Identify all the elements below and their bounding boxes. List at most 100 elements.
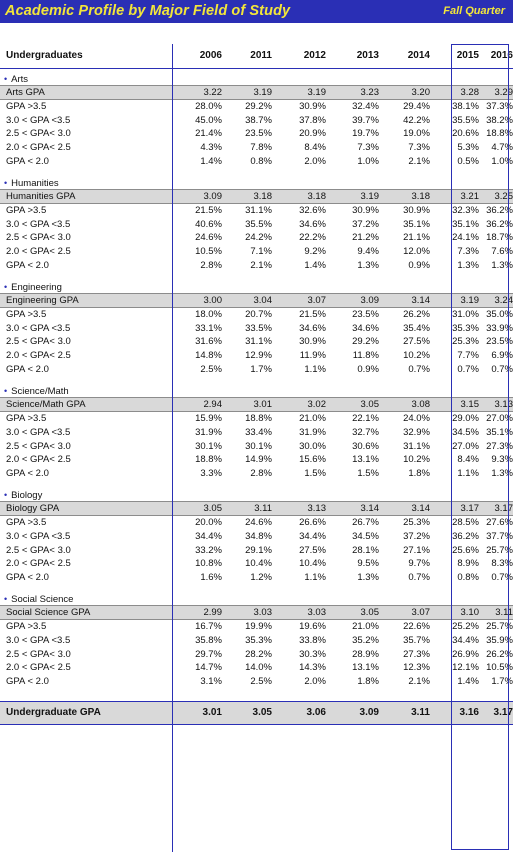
- cell-2006: 3.00: [158, 292, 222, 309]
- cell-2011: 7.8%: [250, 141, 272, 153]
- cell-2015: 0.8%: [457, 571, 479, 583]
- cell-2014: 0.7%: [408, 571, 430, 583]
- table-row: 2.0 < GPA< 2.5 14.7% 14.0% 14.3% 13.1% 12.3% 1…: [0, 661, 513, 675]
- row-label: 3.0 < GPA <3.5: [6, 322, 71, 334]
- cell-2011: 2.1%: [250, 259, 272, 271]
- cell-2016: 25.7%: [486, 544, 513, 556]
- section-title: • Engineering: [0, 277, 513, 293]
- cell-2011: 14.9%: [245, 454, 272, 466]
- cell-2013: 1.3%: [357, 259, 379, 271]
- table-row: 2.0 < GPA< 2.5 4.3% 7.8% 8.4% 7.3% 7.3% 5.3% 4.…: [0, 141, 513, 155]
- cell-2016: 35.9%: [486, 635, 513, 647]
- table-row: 2.5 < GPA< 3.0 31.6% 31.1% 30.9% 29.2% 27.5% 2…: [0, 335, 513, 349]
- row-label: GPA >3.5: [6, 101, 47, 113]
- cell-2011: 12.9%: [245, 350, 272, 362]
- cell-2006: 16.7%: [195, 621, 222, 633]
- cell-2013: 39.7%: [352, 114, 379, 126]
- cell-2011: 24.2%: [245, 232, 272, 244]
- cell-2012: 2.0%: [304, 155, 326, 167]
- cell-2013: 13.1%: [352, 662, 379, 674]
- page-title: Academic Profile by Major Field of Study: [5, 3, 291, 19]
- cell-2012: 34.6%: [299, 322, 326, 334]
- cell-2016: 3.17: [479, 500, 513, 517]
- cell-2006: 14.8%: [195, 350, 222, 362]
- cell-2006: 31.9%: [195, 426, 222, 438]
- table-row: GPA < 2.0 3.1% 2.5% 2.0% 1.8% 2.1% 1.4% 1.7%: [0, 675, 513, 689]
- table-body: Undergraduates 2006 2011 2012 2013 2014 …: [0, 44, 513, 726]
- table-row: GPA >3.5 16.7% 19.9% 19.6% 21.0% 22.6% 25.2% 25…: [0, 620, 513, 634]
- cell-2014: 19.0%: [403, 128, 430, 140]
- cell-2015: 1.1%: [457, 467, 479, 479]
- cell-2011: 33.5%: [245, 322, 272, 334]
- total-cell-2012: 3.06: [272, 701, 326, 726]
- cell-2006: 31.6%: [195, 336, 222, 348]
- cell-2014: 32.9%: [403, 426, 430, 438]
- cell-2014: 35.1%: [403, 218, 430, 230]
- cell-2014: 37.2%: [403, 530, 430, 542]
- cell-2014: 35.4%: [403, 322, 430, 334]
- cell-2006: 14.7%: [195, 662, 222, 674]
- table-row: GPA < 2.0 2.8% 2.1% 1.4% 1.3% 0.9% 1.3% 1.3%: [0, 259, 513, 273]
- cell-2016: 27.6%: [486, 517, 513, 529]
- cell-2006: 24.6%: [195, 232, 222, 244]
- cell-2013: 29.2%: [352, 336, 379, 348]
- cell-2011: 35.5%: [245, 218, 272, 230]
- cell-2015: 25.2%: [452, 621, 479, 633]
- cell-2014: 22.6%: [403, 621, 430, 633]
- cell-2006: 30.1%: [195, 440, 222, 452]
- cell-2011: 3.03: [222, 604, 272, 621]
- gpa-summary-row: Biology GPA 3.05 3.11 3.13 3.14 3.14 3.17 3.17: [0, 500, 513, 517]
- cell-2013: 1.3%: [357, 571, 379, 583]
- cell-2011: 14.0%: [245, 662, 272, 674]
- row-label: Arts GPA: [0, 84, 158, 101]
- cell-2012: 14.3%: [299, 662, 326, 674]
- cell-2006: 34.4%: [195, 530, 222, 542]
- cell-2013: 28.9%: [352, 648, 379, 660]
- cell-2012: 34.6%: [299, 218, 326, 230]
- cell-2015: 24.1%: [452, 232, 479, 244]
- cell-2016: 37.7%: [486, 530, 513, 542]
- cell-2006: 21.5%: [195, 205, 222, 217]
- cell-2014: 25.3%: [403, 517, 430, 529]
- header-row: Undergraduates 2006 2011 2012 2013 2014 …: [0, 44, 513, 69]
- section-title: • Biology: [0, 485, 513, 501]
- cell-2006: 29.7%: [195, 648, 222, 660]
- bullet-icon: •: [4, 282, 8, 293]
- cell-2014: 12.3%: [403, 662, 430, 674]
- table-row: 3.0 < GPA <3.5 31.9% 33.4% 31.9% 32.7% 32.9% 3…: [0, 426, 513, 440]
- cell-2011: 19.9%: [245, 621, 272, 633]
- cell-2006: 3.1%: [200, 675, 222, 687]
- cell-2016: 27.0%: [486, 413, 513, 425]
- year-header-2015: 2015: [430, 44, 479, 69]
- cell-2013: 22.1%: [352, 413, 379, 425]
- cell-2011: 2.5%: [250, 675, 272, 687]
- cell-2013: 19.7%: [352, 128, 379, 140]
- cell-2006: 28.0%: [195, 101, 222, 113]
- cell-2012: 30.9%: [299, 101, 326, 113]
- table-row: 2.5 < GPA< 3.0 33.2% 29.1% 27.5% 28.1% 27.1% 2…: [0, 544, 513, 558]
- cell-2015: 3.19: [430, 292, 479, 309]
- row-label: 2.5 < GPA< 3.0: [6, 232, 71, 244]
- cell-2006: 35.8%: [195, 635, 222, 647]
- cell-2013: 1.8%: [357, 675, 379, 687]
- table-row: 2.5 < GPA< 3.0 24.6% 24.2% 22.2% 21.2% 21.1% 2…: [0, 231, 513, 245]
- total-cell-2014: 3.11: [379, 701, 430, 726]
- cell-2006: 20.0%: [195, 517, 222, 529]
- cell-2014: 27.3%: [403, 648, 430, 660]
- cell-2012: 3.18: [272, 188, 326, 205]
- cell-2006: 18.0%: [195, 309, 222, 321]
- bullet-icon: •: [4, 594, 8, 605]
- cell-2006: 4.3%: [200, 141, 222, 153]
- cell-2015: 3.17: [430, 500, 479, 517]
- cell-2006: 2.5%: [200, 363, 222, 375]
- cell-2014: 1.8%: [408, 467, 430, 479]
- cell-2014: 2.1%: [408, 155, 430, 167]
- cell-2016: 1.0%: [491, 155, 513, 167]
- cell-2012: 34.4%: [299, 530, 326, 542]
- cell-2014: 27.1%: [403, 544, 430, 556]
- cell-2015: 8.9%: [457, 558, 479, 570]
- cell-2015: 32.3%: [452, 205, 479, 217]
- cell-2015: 8.4%: [457, 454, 479, 466]
- cell-2013: 11.8%: [352, 350, 379, 362]
- cell-2006: 2.8%: [200, 259, 222, 271]
